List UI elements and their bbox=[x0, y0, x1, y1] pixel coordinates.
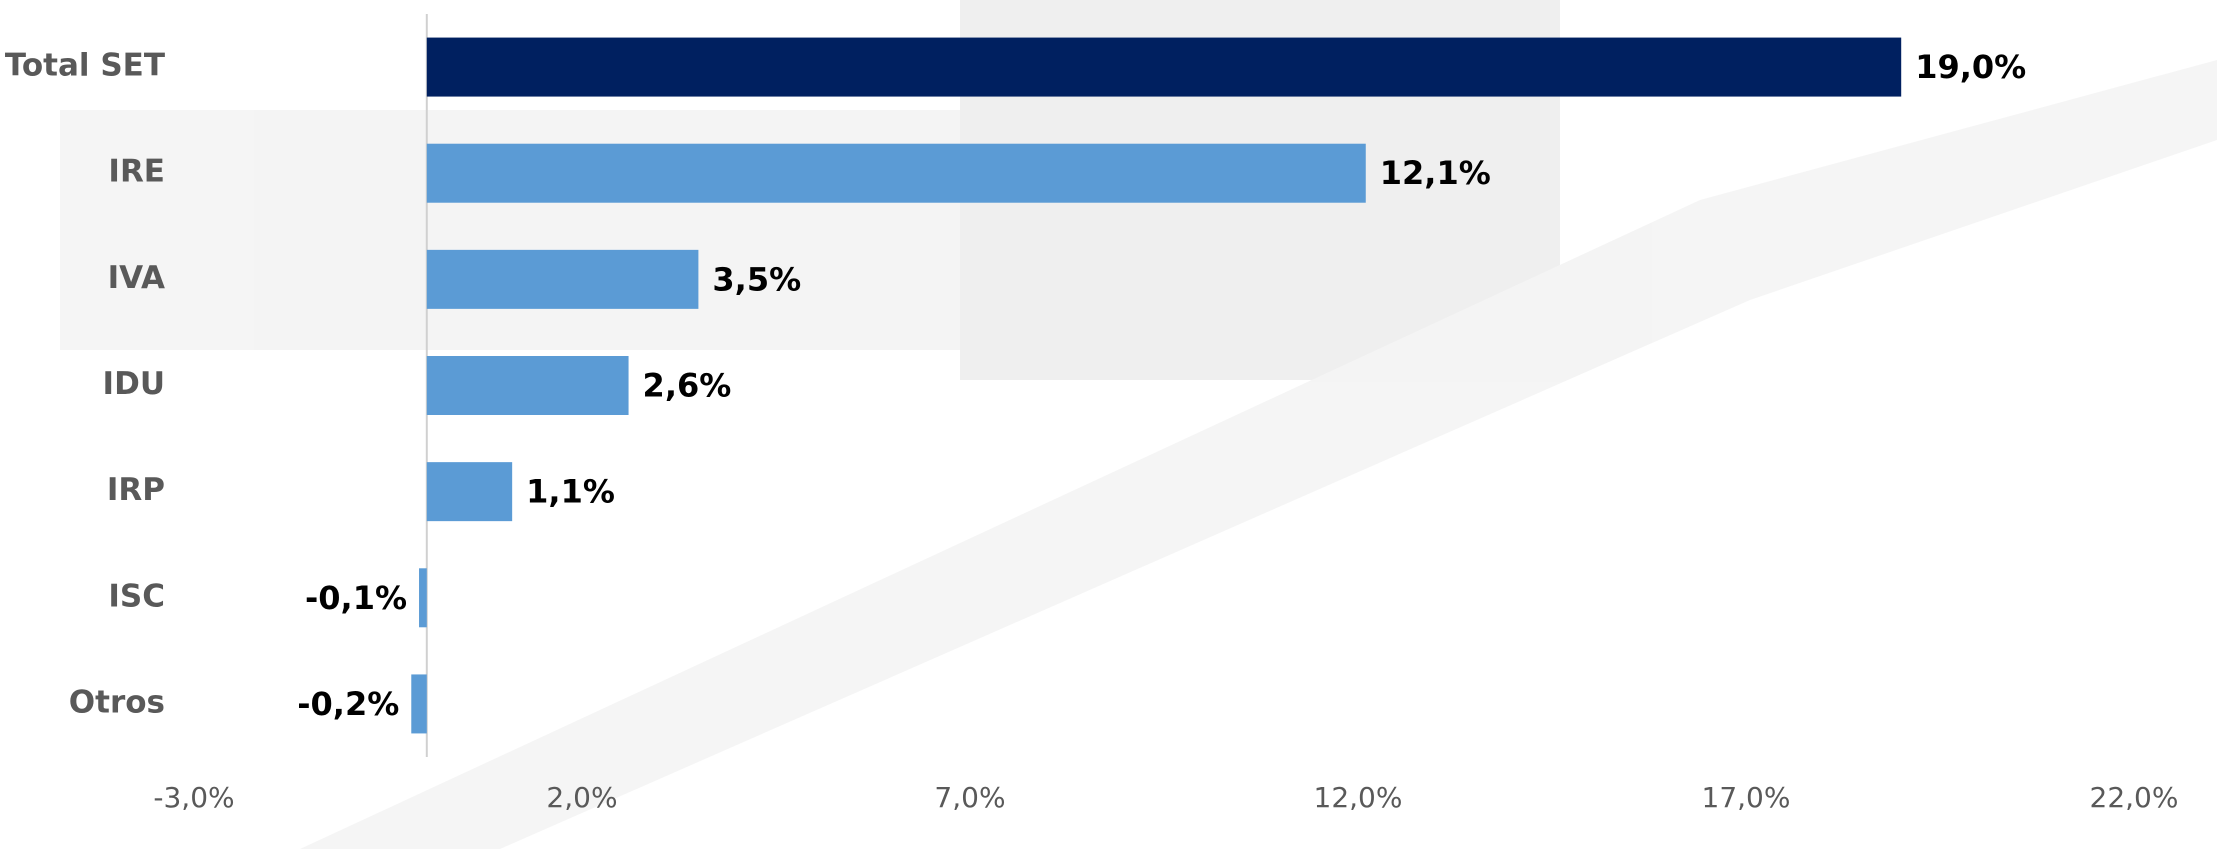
category-label: Otros bbox=[69, 684, 165, 720]
value-label: 19,0% bbox=[1915, 48, 2026, 86]
bar bbox=[427, 144, 1366, 203]
x-tick-label: 7,0% bbox=[934, 781, 1005, 814]
bar bbox=[427, 462, 512, 521]
x-tick-label: 2,0% bbox=[546, 781, 617, 814]
x-tick-label: 17,0% bbox=[1702, 781, 1791, 814]
value-label: 12,1% bbox=[1380, 154, 1491, 192]
bar bbox=[427, 38, 1901, 97]
value-label: -0,1% bbox=[305, 579, 407, 617]
bar bbox=[411, 674, 427, 733]
bar bbox=[419, 568, 427, 627]
category-label: IDU bbox=[103, 366, 165, 402]
value-label: 3,5% bbox=[712, 260, 801, 298]
category-label: Total SET bbox=[5, 48, 165, 84]
category-label: IRE bbox=[108, 154, 165, 190]
chart: -3,0% 2,0% 7,0% 12,0% 17,0% 22,0% Total SET 19,… bbox=[0, 0, 2217, 849]
x-tick-label: 12,0% bbox=[1314, 781, 1403, 814]
page: -3,0% 2,0% 7,0% 12,0% 17,0% 22,0% Total SET 19,… bbox=[0, 0, 2217, 849]
value-label: 1,1% bbox=[526, 473, 615, 511]
x-tick-label: 22,0% bbox=[2090, 781, 2179, 814]
value-label: -0,2% bbox=[297, 685, 399, 723]
bar bbox=[427, 356, 629, 415]
category-label: ISC bbox=[108, 578, 165, 614]
value-label: 2,6% bbox=[643, 367, 732, 405]
category-label: IRP bbox=[107, 472, 165, 508]
bar bbox=[427, 250, 699, 309]
category-label: IVA bbox=[108, 260, 165, 296]
x-tick-label: -3,0% bbox=[153, 781, 234, 814]
